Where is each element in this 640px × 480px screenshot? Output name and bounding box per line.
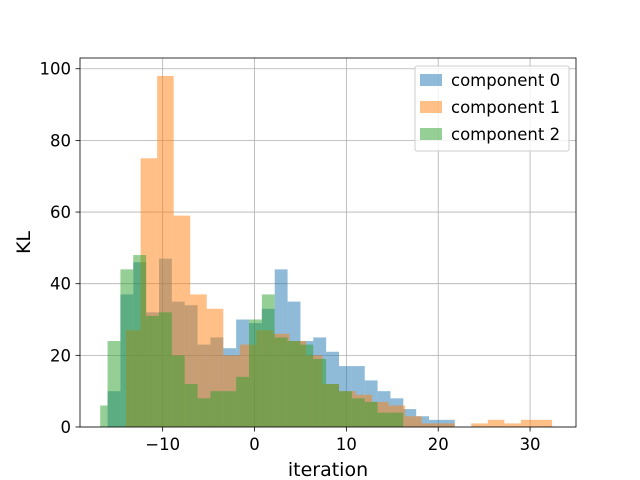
y-tick-label: 80 bbox=[50, 131, 71, 150]
legend-label: component 0 bbox=[451, 71, 560, 90]
histogram-bar bbox=[504, 423, 521, 427]
plot-frame bbox=[79, 57, 577, 428]
histogram-bar bbox=[133, 255, 147, 427]
legend-swatch bbox=[420, 128, 442, 140]
series-2-bars bbox=[100, 255, 404, 427]
histogram-bar bbox=[210, 391, 224, 427]
histogram-bar bbox=[223, 391, 237, 427]
histogram-bar bbox=[326, 384, 340, 427]
histogram-bar bbox=[146, 315, 159, 427]
histogram-bar bbox=[405, 416, 422, 427]
histogram-bar bbox=[261, 294, 275, 427]
histogram-bar bbox=[438, 423, 455, 427]
histogram-bar bbox=[339, 391, 352, 427]
histogram-bar bbox=[300, 344, 314, 427]
histogram-bar bbox=[416, 416, 430, 427]
legend-swatch bbox=[420, 74, 442, 86]
histogram-bar bbox=[313, 358, 327, 427]
legend: component 0 component 1 component 2 bbox=[414, 65, 570, 152]
legend-swatch bbox=[420, 101, 442, 113]
histogram-bar bbox=[107, 341, 121, 427]
histogram-bar bbox=[377, 412, 391, 427]
x-tick-label: 0 bbox=[249, 435, 260, 454]
histogram-bar bbox=[421, 423, 439, 427]
y-tick-label: 60 bbox=[50, 203, 71, 222]
histogram-bar bbox=[100, 405, 108, 427]
histogram-bar bbox=[274, 337, 288, 427]
y-tick-label: 20 bbox=[50, 346, 71, 365]
histogram-bars bbox=[100, 75, 553, 428]
histogram-bar bbox=[249, 319, 262, 427]
x-tick-label: 10 bbox=[336, 435, 357, 454]
legend-box bbox=[414, 65, 570, 152]
y-tick-label: 40 bbox=[50, 275, 71, 294]
legend-label: component 2 bbox=[451, 125, 560, 144]
histogram-bar bbox=[236, 376, 250, 427]
histogram-bar bbox=[471, 423, 488, 427]
x-axis-label: iteration bbox=[288, 459, 368, 480]
x-tick-label: 30 bbox=[520, 435, 541, 454]
histogram-bar bbox=[390, 412, 404, 427]
histogram-bar bbox=[520, 419, 538, 427]
x-tick-label: −10 bbox=[145, 435, 180, 454]
histogram-bar bbox=[287, 341, 301, 427]
x-tick-label: 20 bbox=[428, 435, 449, 454]
histogram-bar bbox=[364, 401, 378, 427]
histogram-bar bbox=[120, 269, 134, 427]
histogram-bar bbox=[351, 398, 365, 427]
histogram-bar bbox=[197, 398, 211, 427]
histogram-bar bbox=[184, 384, 198, 427]
y-tick-label: 0 bbox=[61, 418, 72, 437]
legend-label: component 1 bbox=[451, 98, 560, 117]
histogram-bar bbox=[487, 419, 505, 427]
histogram-bar bbox=[158, 312, 172, 427]
y-tick-label: 100 bbox=[40, 60, 72, 79]
axis-ticks: −10 0 10 20 30 0 20 40 60 80 100 bbox=[40, 60, 541, 454]
histogram-bar bbox=[171, 355, 185, 427]
y-axis-label: KL bbox=[13, 231, 35, 254]
histogram-bar bbox=[537, 419, 553, 427]
